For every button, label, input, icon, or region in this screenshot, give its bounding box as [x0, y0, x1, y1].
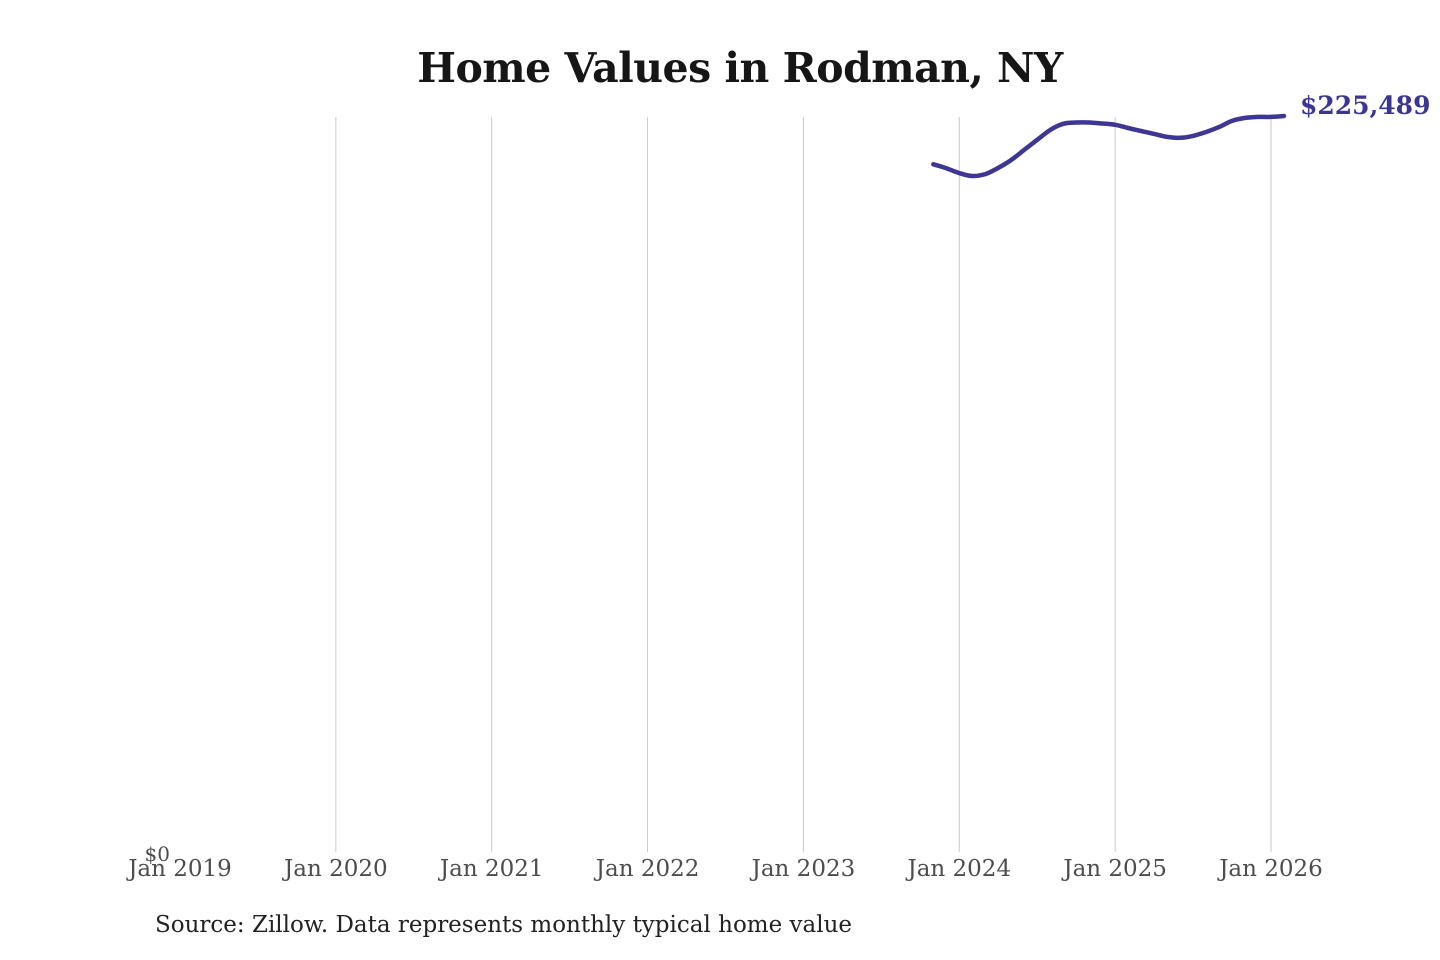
source-note: Source: Zillow. Data represents monthly … — [155, 912, 853, 938]
home-value-series-line — [931, 113, 1287, 179]
chart-title: Home Values in Rodman, NY — [417, 44, 1063, 92]
x-tick-label-2026: Jan 2026 — [1219, 856, 1323, 882]
x-tick-label-2022: Jan 2022 — [595, 856, 700, 882]
x-tick-label-2024: Jan 2024 — [907, 856, 1012, 882]
latest-value-label: $225,489 — [1300, 91, 1431, 120]
x-tick-label-2025: Jan 2025 — [1063, 856, 1167, 882]
x-tick-label-2020: Jan 2020 — [284, 856, 388, 882]
x-tick-label-2023: Jan 2023 — [751, 856, 856, 882]
x-tick-label-2019: Jan 2019 — [128, 856, 232, 882]
x-tick-label-2021: Jan 2021 — [439, 856, 544, 882]
y-axis-zero-tick-label: $0 — [144, 842, 170, 866]
